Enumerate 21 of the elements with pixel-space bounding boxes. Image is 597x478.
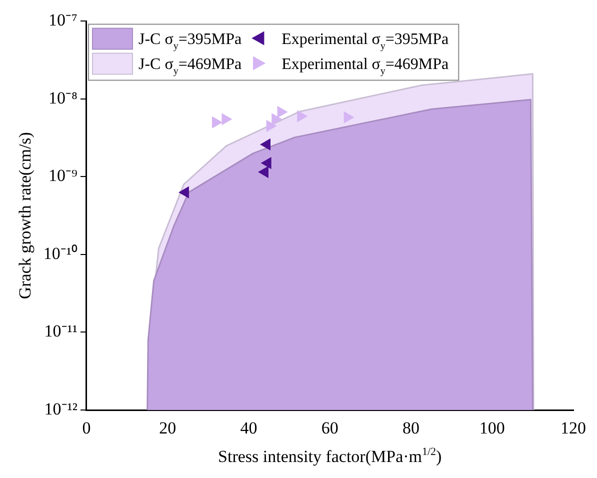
x-tick-label: 0 — [82, 418, 91, 438]
y-tick-label: 10⁻¹⁰ — [43, 244, 78, 263]
y-tick-label: 10⁻⁷ — [48, 10, 78, 30]
point — [212, 116, 222, 128]
x-tick-label: 20 — [159, 418, 176, 438]
point — [297, 110, 308, 122]
x-tick-label: 100 — [479, 418, 505, 438]
x-tick-label: 40 — [240, 418, 258, 438]
y-axis-title: Grack growth rate(cm/s) — [16, 132, 35, 300]
point — [344, 111, 354, 124]
point — [266, 120, 277, 132]
y-tick-label: 10⁻¹¹ — [44, 322, 78, 341]
x-tick-label: 60 — [321, 418, 338, 438]
y-tick-label: 10⁻¹² — [44, 399, 78, 418]
y-tick-label: 10⁻⁹ — [48, 166, 78, 186]
y-tick-label: 10⁻⁸ — [48, 88, 78, 108]
x-tick-label: 120 — [560, 418, 586, 438]
point — [272, 113, 282, 126]
point — [222, 113, 232, 126]
x-tick-label: 80 — [402, 418, 420, 438]
point — [277, 106, 288, 118]
